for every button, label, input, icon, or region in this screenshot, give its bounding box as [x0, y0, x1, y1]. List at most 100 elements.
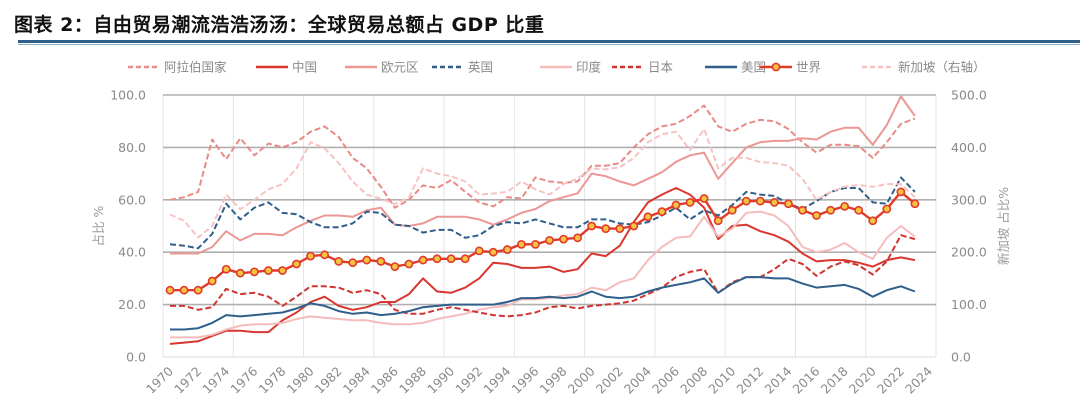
data-point — [460, 254, 470, 264]
x-tick-label: 1994 — [480, 363, 513, 396]
legend-item: 世界 — [760, 60, 822, 75]
series-新加坡（右轴） — [169, 128, 916, 239]
legend-label: 世界 — [796, 60, 822, 75]
x-tick-label: 2000 — [565, 363, 598, 396]
data-point — [446, 254, 456, 264]
y-tick-label: 40.0 — [118, 245, 146, 260]
data-point — [165, 285, 175, 295]
legend-label: 日本 — [648, 60, 674, 75]
y2-tick-label: 200.0 — [951, 245, 987, 260]
data-point — [474, 246, 484, 256]
series-中国 — [169, 187, 916, 345]
data-point — [545, 236, 554, 245]
series-line — [170, 95, 916, 255]
y-axis-title: 占比 % — [91, 205, 106, 246]
data-point — [348, 258, 358, 268]
data-point — [193, 285, 203, 295]
data-point — [657, 207, 667, 216]
data-point — [573, 233, 583, 243]
x-tick-label: 2022 — [874, 364, 907, 397]
data-point — [334, 256, 344, 266]
series-日本 — [170, 234, 916, 318]
x-tick-label: 2006 — [649, 363, 682, 396]
x-tick-label: 2010 — [705, 363, 738, 396]
data-point — [559, 234, 568, 244]
data-point — [292, 259, 301, 269]
data-point — [502, 245, 512, 254]
data-point — [910, 199, 920, 209]
x-tick-label: 1982 — [312, 364, 345, 397]
data-point — [488, 247, 498, 257]
x-tick-label: 2016 — [790, 363, 823, 396]
data-point — [713, 216, 723, 226]
y2-axis-title: 新加坡 占比% — [996, 187, 1011, 265]
x-tick-label: 2012 — [733, 364, 766, 397]
x-tick-label: 2002 — [593, 364, 626, 397]
legend-label: 印度 — [576, 60, 602, 75]
series-line — [169, 176, 916, 250]
grid — [162, 94, 937, 358]
y-tick-label: 0.0 — [126, 350, 146, 365]
data-point — [826, 205, 835, 215]
legend-item: 新加坡（右轴） — [862, 60, 986, 75]
series-line — [170, 276, 916, 331]
data-point — [784, 199, 793, 209]
x-tick-label: 1990 — [424, 363, 457, 396]
x-tick-label: 1992 — [452, 364, 485, 397]
legend: 阿拉伯国家 中国 欧元区 英国 印度 日本 美国 世界 新加坡（右轴） — [128, 60, 986, 75]
data-point — [432, 254, 442, 264]
data-point — [179, 285, 189, 295]
legend-item: 美国 — [705, 60, 766, 75]
data-point — [812, 211, 821, 220]
y-tick-label: 20.0 — [118, 297, 146, 312]
legend-label: 新加坡（右轴） — [898, 60, 986, 75]
data-point — [362, 255, 372, 265]
data-point — [840, 201, 850, 211]
data-point — [404, 259, 414, 269]
data-point — [615, 224, 625, 234]
legend-marker — [771, 62, 781, 72]
x-tick-label: 2014 — [761, 363, 794, 396]
data-point — [376, 256, 386, 266]
data-point — [306, 251, 315, 261]
x-tick-label: 1970 — [143, 363, 176, 396]
data-point — [249, 267, 259, 277]
data-point — [727, 205, 737, 215]
series-英国 — [169, 176, 916, 250]
legend-label: 阿拉伯国家 — [164, 60, 227, 75]
data-point — [854, 205, 864, 215]
y2-tick-label: 500.0 — [951, 88, 987, 103]
series-line — [170, 234, 916, 318]
data-point — [896, 187, 906, 197]
data-point — [320, 250, 330, 260]
data-point — [671, 200, 681, 210]
y2-tick-label: 300.0 — [951, 192, 987, 207]
x-tick-label: 2004 — [621, 363, 654, 396]
x-tick-label: 1976 — [227, 363, 260, 396]
series-lines — [165, 95, 920, 345]
legend-item: 印度 — [540, 60, 602, 75]
data-point — [699, 194, 709, 203]
legend-item: 欧元区 — [345, 60, 419, 75]
chart-title: 图表 2：自由贸易潮流浩浩汤汤：全球贸易总额占 GDP 比重 — [14, 14, 545, 36]
data-point — [264, 266, 273, 275]
title-divider-thin — [18, 44, 1080, 45]
legend-item: 日本 — [612, 60, 674, 75]
y2-tick-label: 400.0 — [951, 140, 987, 155]
data-point — [882, 204, 892, 214]
data-point — [629, 221, 639, 231]
x-tick-label: 1984 — [340, 363, 373, 396]
data-point — [601, 224, 611, 234]
legend-item: 阿拉伯国家 — [128, 60, 227, 75]
data-point — [235, 268, 245, 278]
data-point — [531, 239, 540, 249]
legend-label: 欧元区 — [381, 60, 419, 75]
x-tick-label: 1978 — [255, 363, 288, 396]
legend-item: 中国 — [256, 60, 317, 75]
legend-label: 英国 — [468, 60, 493, 75]
series-美国 — [170, 276, 916, 331]
data-point — [755, 196, 765, 206]
data-point — [769, 198, 779, 207]
series-欧元区 — [170, 95, 916, 255]
